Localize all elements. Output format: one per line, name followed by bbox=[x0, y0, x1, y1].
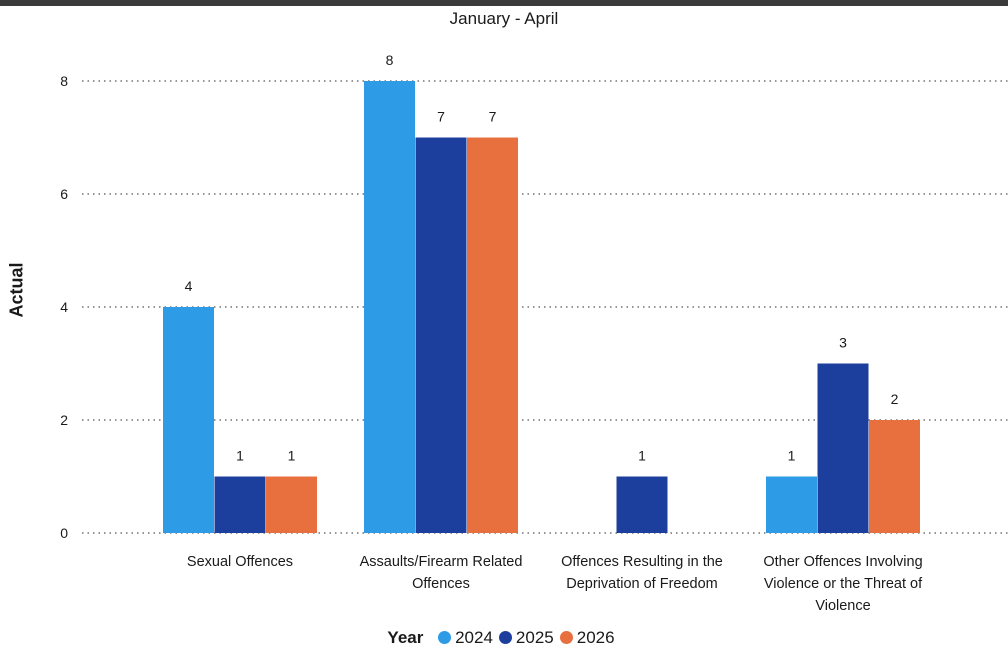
legend-label: 2025 bbox=[515, 628, 554, 647]
legend-items: 2024 2025 2026 bbox=[438, 628, 620, 647]
data-label: 4 bbox=[185, 278, 193, 294]
y-tick-label: 4 bbox=[60, 299, 68, 315]
y-tick-label: 6 bbox=[60, 186, 68, 202]
data-label: 1 bbox=[788, 448, 796, 464]
bar bbox=[214, 476, 266, 533]
y-tick-label: 0 bbox=[60, 525, 68, 541]
bar bbox=[766, 476, 817, 533]
x-tick-label: Offences bbox=[412, 576, 470, 592]
legend-label: 2024 bbox=[455, 628, 493, 647]
legend-label: 2026 bbox=[576, 628, 615, 647]
bar bbox=[163, 307, 214, 533]
chart-plot: 0 2 4 6 8 4 1 1 Sexual Offences 8 7 7 Assaults/Firea… bbox=[60, 52, 1008, 614]
bar bbox=[467, 137, 518, 533]
bar bbox=[817, 363, 869, 533]
legend-item[interactable]: 2024 bbox=[438, 628, 493, 648]
x-tick-label: Violence bbox=[815, 598, 870, 614]
legend: Year 2024 2025 2026 bbox=[0, 628, 1008, 648]
chart-title: January - April bbox=[449, 9, 559, 28]
data-label: 7 bbox=[437, 109, 445, 125]
x-tick-label: Sexual Offences bbox=[187, 554, 293, 570]
data-label: 1 bbox=[288, 448, 296, 464]
x-tick-label: Violence or the Threat of bbox=[764, 576, 923, 592]
y-tick-label: 2 bbox=[60, 412, 68, 428]
x-tick-label: Assaults/Firearm Related bbox=[360, 554, 523, 570]
bar bbox=[616, 476, 668, 533]
data-label: 8 bbox=[386, 52, 394, 68]
x-tick-label: Offences Resulting in the bbox=[561, 554, 723, 570]
legend-item[interactable]: 2025 bbox=[498, 628, 554, 648]
bar bbox=[869, 420, 920, 533]
data-label: 7 bbox=[489, 109, 497, 125]
bar bbox=[266, 476, 317, 533]
legend-item[interactable]: 2026 bbox=[559, 628, 615, 648]
x-tick-label: Deprivation of Freedom bbox=[566, 576, 718, 592]
legend-swatch bbox=[559, 631, 573, 644]
x-tick-label: Other Offences Involving bbox=[763, 554, 922, 570]
data-label: 3 bbox=[839, 335, 847, 351]
data-label: 1 bbox=[638, 448, 646, 464]
data-label: 2 bbox=[891, 391, 899, 407]
top-border bbox=[0, 0, 1008, 6]
legend-swatch bbox=[438, 631, 452, 644]
bar bbox=[415, 137, 467, 533]
legend-title: Year bbox=[387, 628, 424, 647]
legend-swatch bbox=[498, 631, 512, 644]
y-tick-label: 8 bbox=[60, 73, 68, 89]
data-label: 1 bbox=[236, 448, 244, 464]
bar bbox=[364, 81, 415, 533]
